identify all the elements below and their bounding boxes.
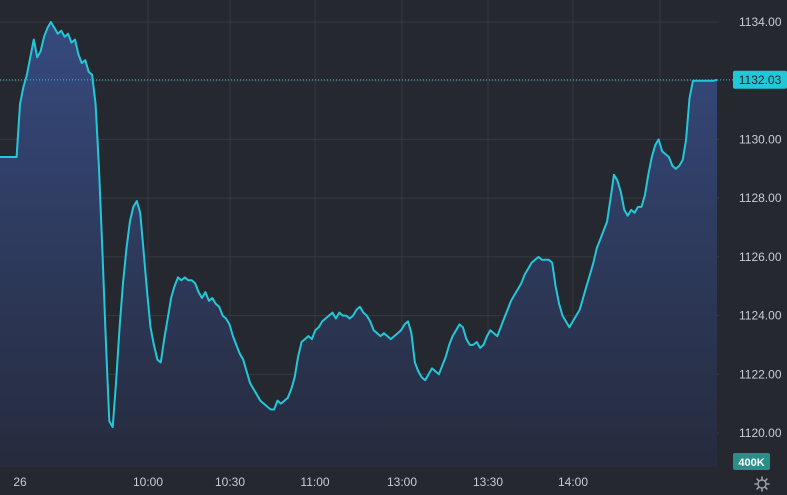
- price-tick-label: 1130.00: [739, 132, 782, 146]
- price-tick-label: 1124.00: [739, 309, 782, 323]
- time-tick-label: 14:00: [558, 475, 588, 489]
- time-axis-ticks: 26 10:00 10:30 11:00 13:00 13:30 14:00: [13, 475, 588, 489]
- time-tick-label: 11:00: [300, 475, 329, 489]
- volume-axis-tag: 400K: [733, 453, 770, 470]
- price-area-fill: [0, 22, 717, 467]
- time-tick-label: 10:00: [133, 475, 163, 489]
- price-tick-label: 1128.00: [739, 191, 782, 205]
- last-price-tag: 1132.03: [733, 70, 787, 89]
- volume-axis-label: 400K: [738, 457, 764, 469]
- price-tick-label: 1134.00: [739, 15, 782, 29]
- last-price-label: 1132.03: [739, 73, 782, 87]
- price-area: [0, 21, 718, 467]
- time-tick-label: 13:30: [473, 475, 503, 489]
- price-tick-label: 1120.00: [739, 426, 782, 440]
- price-line: [0, 21, 718, 429]
- time-tick-label: 10:30: [215, 475, 245, 489]
- time-tick-label: 13:00: [387, 475, 417, 489]
- time-tick-label: 26: [13, 475, 27, 489]
- price-tick-label: 1126.00: [739, 250, 782, 264]
- price-tick-label: 1122.00: [739, 367, 782, 381]
- gear-icon[interactable]: [754, 476, 770, 492]
